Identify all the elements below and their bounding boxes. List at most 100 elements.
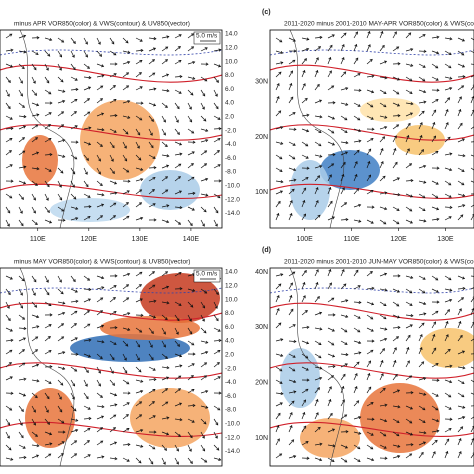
wind-vector xyxy=(200,193,208,196)
wind-vector xyxy=(18,150,25,156)
wind-vector-head xyxy=(344,445,349,449)
wind-vector-head xyxy=(61,39,65,43)
wind-vector xyxy=(109,202,116,208)
wind-vector-head xyxy=(100,85,104,89)
wind-vector xyxy=(457,214,464,221)
wind-vector xyxy=(340,187,345,195)
vorticity-shading xyxy=(80,100,160,180)
wind-vector xyxy=(405,418,412,424)
wind-vector xyxy=(161,314,168,320)
wind-vector-head xyxy=(303,269,307,274)
wind-vector xyxy=(340,162,346,169)
wind-vector-head xyxy=(139,38,143,42)
wind-vector-head xyxy=(396,420,400,423)
wind-vector-head xyxy=(355,31,358,35)
wind-vector xyxy=(96,340,104,343)
wind-vector xyxy=(83,141,91,145)
wind-vector-head xyxy=(329,200,333,204)
wind-vector xyxy=(200,128,208,132)
vorticity-shading xyxy=(70,334,190,362)
wind-vector xyxy=(353,373,358,381)
wind-vector-head xyxy=(384,327,388,331)
wind-vector-head xyxy=(179,74,183,79)
wind-vector-head xyxy=(448,406,452,410)
wind-vector-head xyxy=(61,111,65,115)
wind-vector xyxy=(405,76,413,82)
wind-vector xyxy=(187,431,193,438)
wind-vector xyxy=(392,455,400,459)
wind-vector-head xyxy=(150,461,154,465)
wind-vector xyxy=(109,457,117,460)
wind-vector-head xyxy=(75,428,79,432)
wind-vector-head xyxy=(205,340,209,344)
wind-vector-head xyxy=(344,130,348,133)
wind-vector-head xyxy=(88,126,92,130)
wind-vector xyxy=(18,125,26,130)
wind-vector-head xyxy=(472,213,474,216)
wind-vector-head xyxy=(409,194,414,198)
wind-vector-head xyxy=(432,121,436,125)
wind-vector xyxy=(340,141,348,144)
wind-vector xyxy=(392,418,400,423)
wind-vector-head xyxy=(7,318,11,322)
wind-vector xyxy=(44,453,51,459)
wind-vector-head xyxy=(177,433,181,437)
wind-vector xyxy=(5,33,13,39)
wind-vector xyxy=(122,297,129,303)
wind-vector-head xyxy=(20,292,23,296)
wind-vector xyxy=(213,301,218,309)
wind-vector xyxy=(340,57,345,65)
wind-vector-head xyxy=(409,406,414,410)
wind-vector-head xyxy=(205,177,209,181)
wind-vector-head xyxy=(317,387,320,391)
wind-vector xyxy=(379,126,387,130)
wind-vector xyxy=(275,453,282,459)
wind-vector xyxy=(314,175,320,182)
wind-vector-head xyxy=(9,276,13,280)
wind-vector-head xyxy=(114,393,118,397)
wind-vector xyxy=(444,438,450,446)
wind-vector xyxy=(470,453,474,459)
wind-vector-head xyxy=(21,66,25,70)
wind-vector-head xyxy=(33,67,37,71)
wind-vector-head xyxy=(192,140,196,144)
wind-vector-head xyxy=(384,403,388,407)
wind-vector xyxy=(366,59,373,65)
wind-vector xyxy=(161,401,168,407)
wind-vector-head xyxy=(101,286,105,290)
wind-vector xyxy=(18,137,25,143)
wind-vector-head xyxy=(191,151,195,155)
wind-vector-head xyxy=(87,277,91,281)
wind-vector xyxy=(187,375,194,381)
wind-vector xyxy=(288,179,296,182)
wind-vector-head xyxy=(396,91,400,95)
wind-vector-head xyxy=(35,52,39,55)
wind-vector-head xyxy=(433,321,436,325)
wind-vector xyxy=(70,429,78,433)
wind-vector xyxy=(200,418,207,425)
wind-vector-head xyxy=(447,348,451,352)
wind-vector-head xyxy=(127,312,131,316)
wind-vector xyxy=(135,167,143,171)
wind-vector-head xyxy=(318,355,322,359)
wind-vector-head xyxy=(49,442,53,446)
wind-vector xyxy=(275,392,283,395)
wind-vector-head xyxy=(191,33,195,37)
wind-vector xyxy=(109,414,116,420)
wind-vector-head xyxy=(192,352,196,356)
wind-vector xyxy=(122,284,129,290)
wind-vector xyxy=(96,193,104,196)
wind-vector-head xyxy=(215,106,219,110)
wind-vector xyxy=(161,271,168,277)
wind-vector xyxy=(44,431,52,435)
wind-vector-head xyxy=(460,426,464,430)
wind-vector xyxy=(57,288,64,295)
wind-vector xyxy=(327,269,331,277)
wind-vector-head xyxy=(49,365,53,369)
wind-vector xyxy=(44,193,49,201)
wind-vector xyxy=(288,96,294,104)
wind-vector-head xyxy=(435,407,439,411)
wind-vector xyxy=(392,102,400,107)
wind-vector xyxy=(96,167,101,175)
